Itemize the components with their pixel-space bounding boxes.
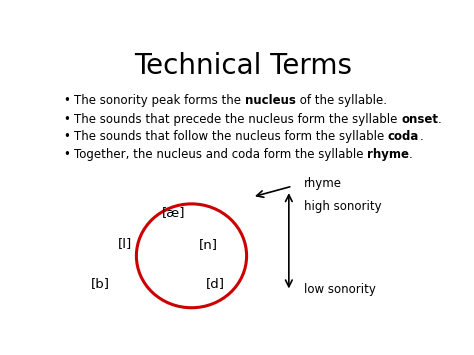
Text: The sonority peak forms the: The sonority peak forms the bbox=[74, 93, 245, 106]
Text: of the syllable.: of the syllable. bbox=[296, 93, 387, 106]
Text: rhyme: rhyme bbox=[303, 177, 342, 190]
Text: •: • bbox=[64, 148, 71, 161]
Text: Technical Terms: Technical Terms bbox=[134, 52, 352, 80]
Text: [b]: [b] bbox=[91, 277, 109, 290]
Text: low sonority: low sonority bbox=[303, 284, 375, 296]
Text: high sonority: high sonority bbox=[303, 200, 381, 213]
Text: .: . bbox=[419, 130, 423, 143]
Text: .: . bbox=[438, 113, 442, 126]
Text: rhyme: rhyme bbox=[367, 148, 409, 161]
Text: •: • bbox=[64, 93, 71, 106]
Text: Together, the nucleus and coda form the syllable: Together, the nucleus and coda form the … bbox=[74, 148, 367, 161]
Text: [æ]: [æ] bbox=[162, 206, 186, 219]
Text: [n]: [n] bbox=[199, 238, 218, 251]
Text: coda: coda bbox=[388, 130, 419, 143]
Text: The sounds that precede the nucleus form the syllable: The sounds that precede the nucleus form… bbox=[74, 113, 401, 126]
Text: .: . bbox=[409, 148, 413, 161]
Text: •: • bbox=[64, 130, 71, 143]
Text: nucleus: nucleus bbox=[245, 93, 296, 106]
Text: [l]: [l] bbox=[118, 237, 132, 250]
Text: [d]: [d] bbox=[206, 277, 225, 290]
Text: •: • bbox=[64, 113, 71, 126]
Text: onset: onset bbox=[401, 113, 438, 126]
Text: The sounds that follow the nucleus form the syllable: The sounds that follow the nucleus form … bbox=[74, 130, 388, 143]
